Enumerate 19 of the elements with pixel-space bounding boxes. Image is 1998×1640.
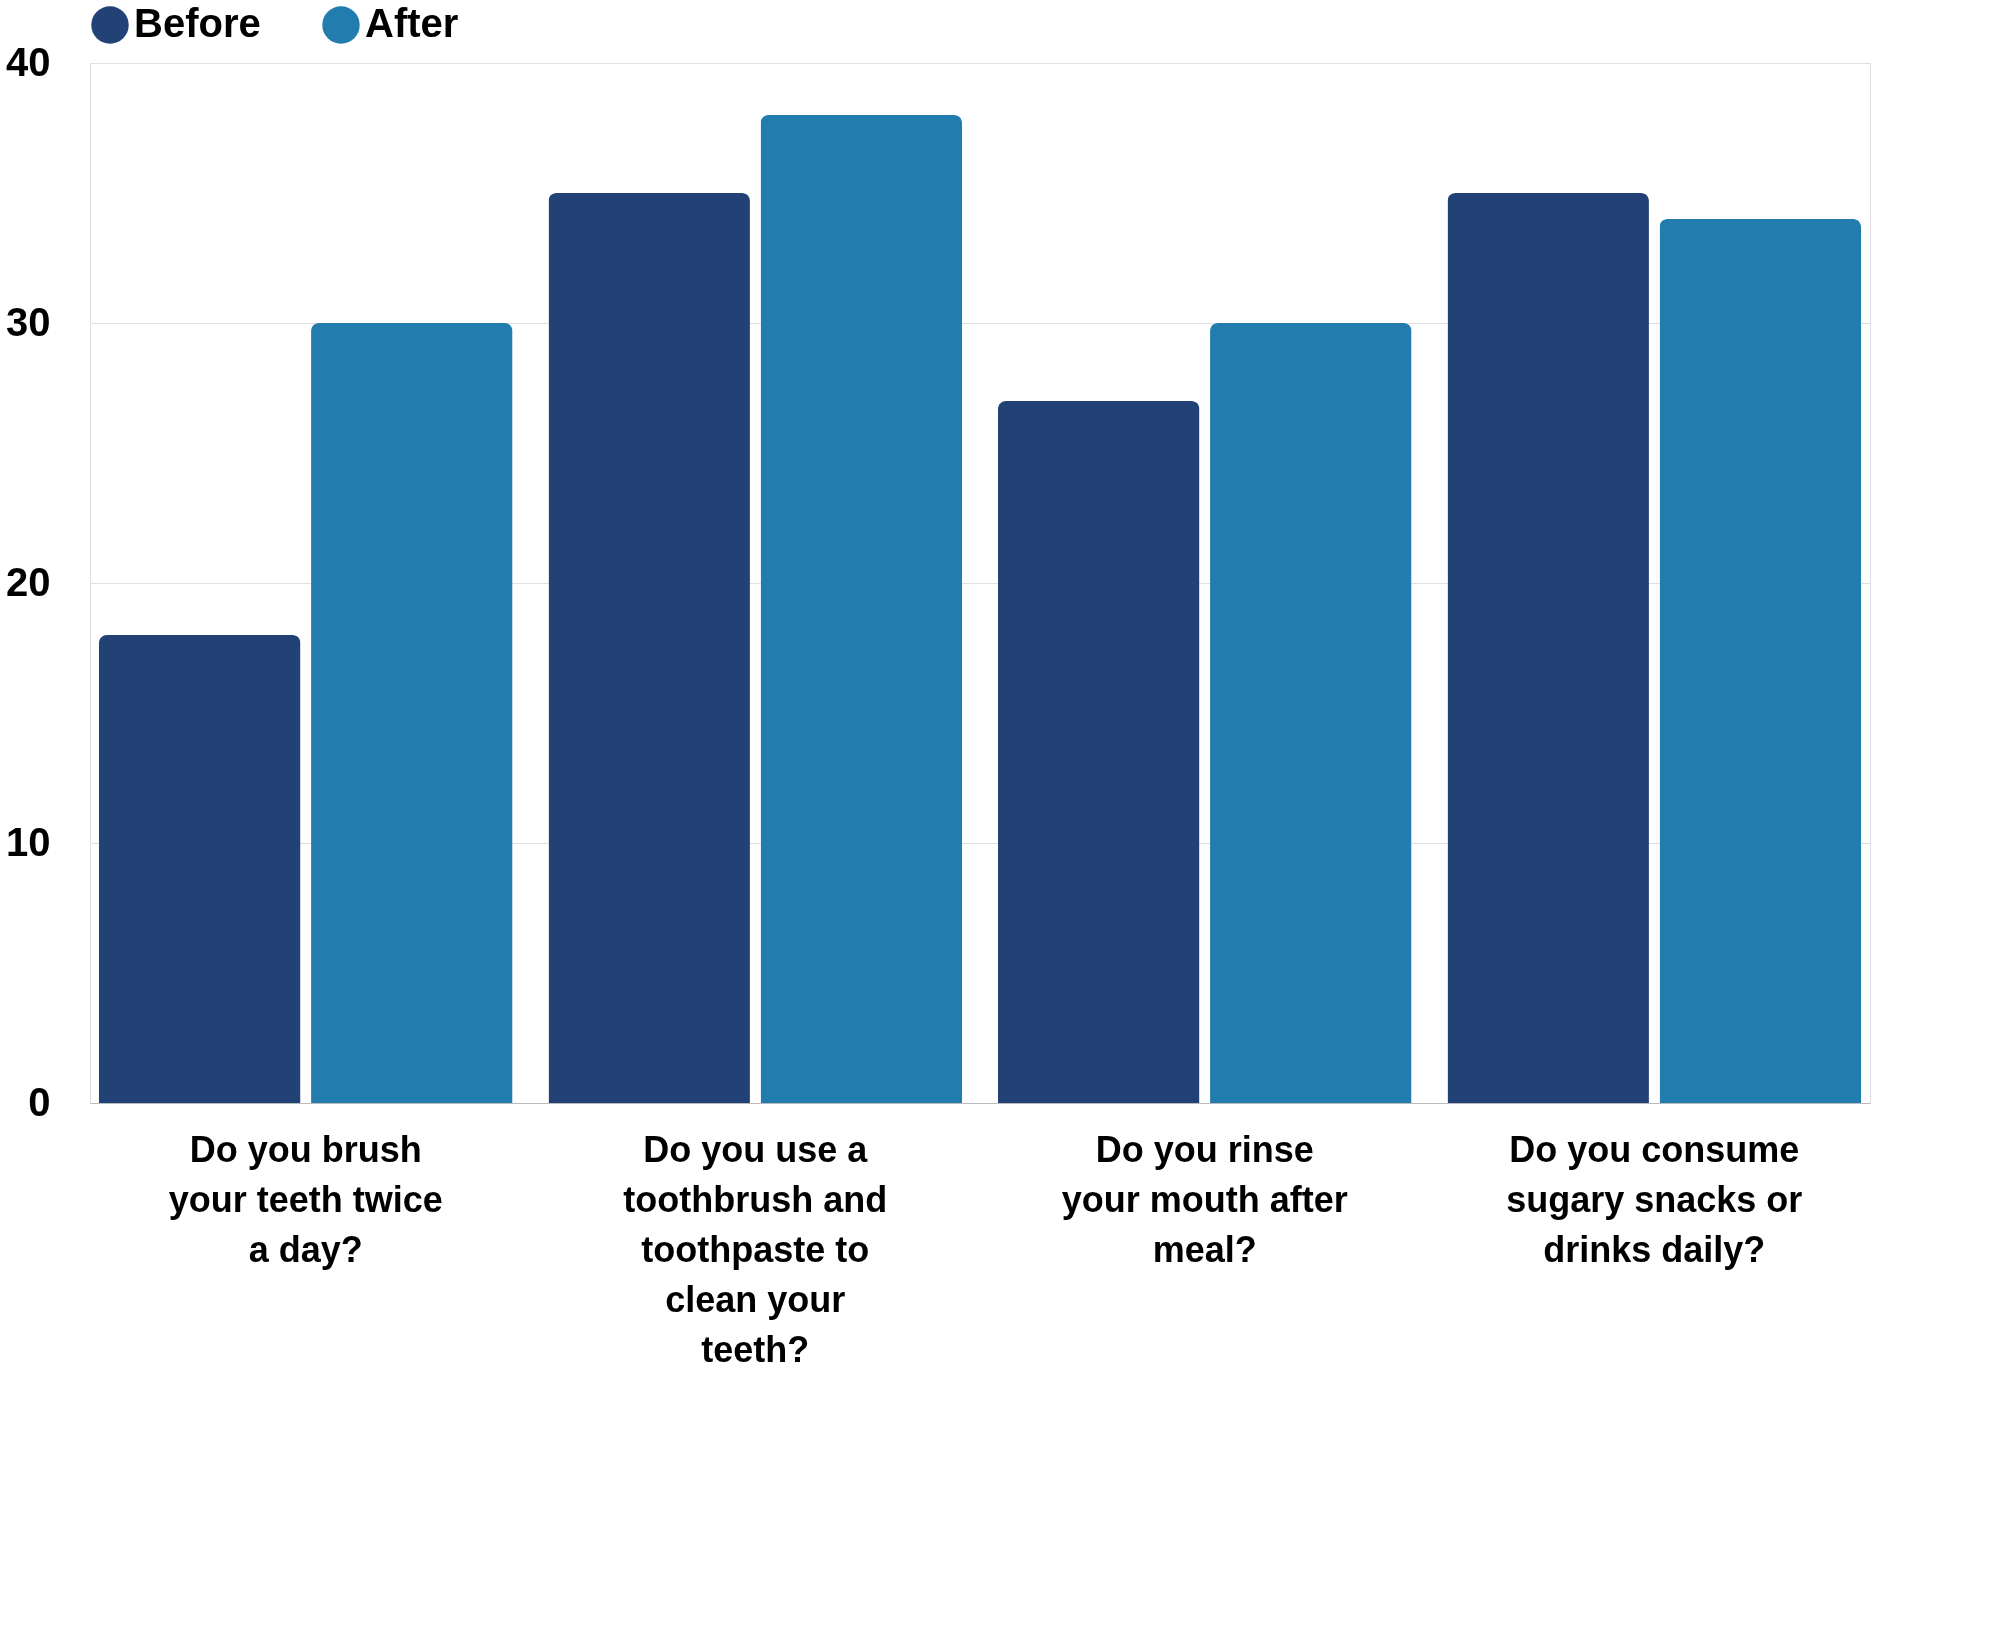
x-tick-label: Do you consume sugary snacks or drinks daily? <box>1506 1128 1803 1270</box>
bar <box>98 635 301 1103</box>
x-tick-label: Do you rinse your mouth after meal? <box>1061 1128 1348 1270</box>
bar <box>1659 219 1862 1103</box>
bar <box>1210 323 1412 1103</box>
bar <box>760 115 963 1103</box>
legend-label: After <box>365 1 459 45</box>
bar <box>311 323 513 1103</box>
y-tick-label: 10 <box>6 819 51 864</box>
bar <box>997 401 1200 1103</box>
y-tick-label: 30 <box>6 299 51 344</box>
bar <box>1447 193 1649 1103</box>
y-tick-label: 20 <box>6 559 51 604</box>
legend-label: Before <box>134 1 261 45</box>
x-tick-label: Do you brush your teeth twice a day? <box>168 1128 443 1270</box>
bar <box>548 193 750 1103</box>
y-tick-label: 0 <box>28 1079 51 1124</box>
x-tick-label: Do you use a toothbrush and toothpaste to clean your teeth? <box>623 1128 888 1370</box>
y-tick-label: 40 <box>6 39 51 84</box>
